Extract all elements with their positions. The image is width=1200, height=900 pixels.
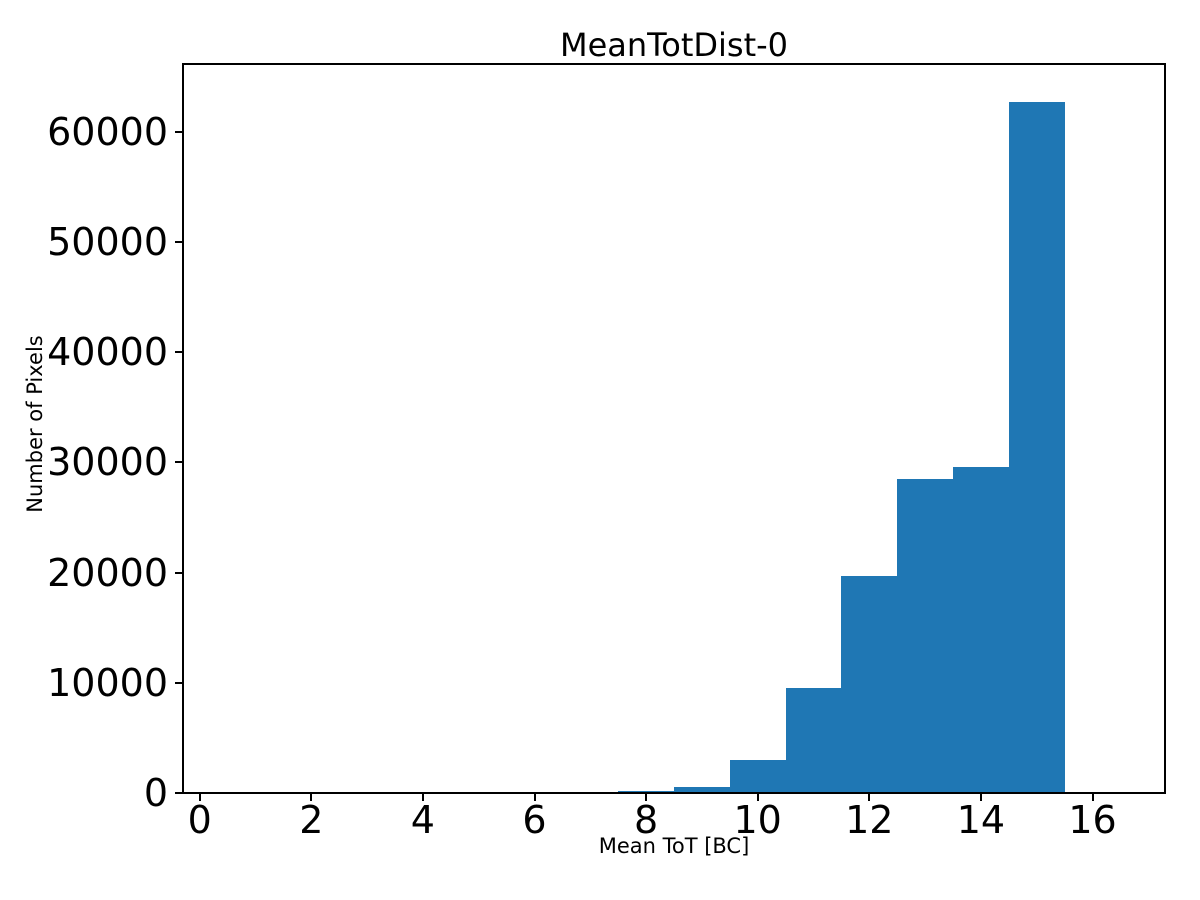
plot-area <box>182 63 1166 794</box>
y-tick-label: 0 <box>143 771 168 815</box>
x-tick-mark <box>310 793 313 801</box>
y-tick-label: 10000 <box>47 660 168 705</box>
y-tick-label: 60000 <box>47 109 168 154</box>
x-axis-label: Mean ToT [BC] <box>598 834 750 858</box>
x-tick-mark <box>756 793 759 801</box>
y-tick-label: 50000 <box>47 220 168 264</box>
chart-title: MeanTotDist-0 <box>559 26 789 64</box>
x-tick-mark <box>421 793 424 801</box>
x-tick-mark <box>868 793 871 801</box>
y-axis-label: Number of Pixels <box>23 335 47 513</box>
y-tick-label: 20000 <box>47 550 168 595</box>
x-tick-mark <box>1091 793 1094 801</box>
x-tick-mark <box>198 793 201 801</box>
x-tick-mark <box>645 793 648 801</box>
x-tick-mark <box>979 793 982 801</box>
x-tick-mark <box>533 793 536 801</box>
